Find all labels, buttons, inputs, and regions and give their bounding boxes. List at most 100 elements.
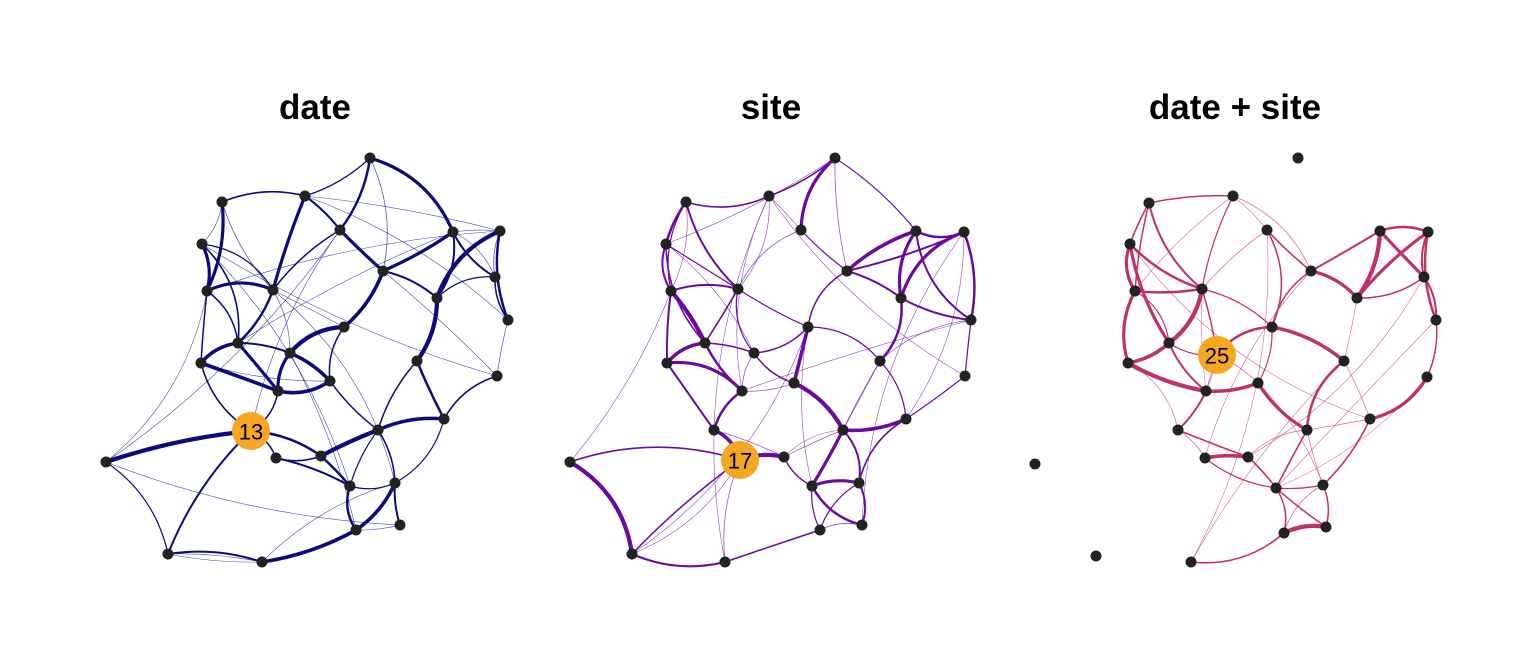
network-edge: [1148, 194, 1234, 204]
network-node: [162, 548, 174, 560]
network-node: [1422, 226, 1434, 238]
network-edge: [842, 417, 907, 433]
network-node: [1242, 451, 1254, 463]
network-node: [806, 480, 818, 492]
network-node: [841, 265, 853, 277]
network-edge: [712, 389, 743, 431]
highlight-node-circle: [232, 412, 270, 450]
network-edge: [277, 379, 332, 395]
network-edge: [964, 319, 972, 377]
network-edge: [221, 201, 274, 291]
network-edge: [1379, 225, 1429, 234]
network-edge: [845, 229, 917, 273]
network-edge: [1266, 229, 1283, 328]
network-edge: [1126, 361, 1207, 394]
network-node: [324, 375, 336, 387]
network-edge: [201, 201, 223, 245]
network-node: [874, 355, 886, 367]
network-edge: [328, 326, 345, 382]
network-node: [708, 424, 720, 436]
network-panel-date-site: date + site 25: [995, 0, 1475, 672]
network-edge: [1322, 418, 1371, 486]
network-edge: [1134, 290, 1170, 344]
panel-title-site: site: [740, 88, 802, 127]
network-node: [736, 385, 748, 397]
network-edge: [962, 231, 976, 321]
network-node: [394, 519, 406, 531]
network-edge: [200, 290, 208, 364]
network-edge: [105, 290, 208, 463]
network-node: [1227, 190, 1239, 202]
network-edge: [329, 380, 379, 431]
network-node: [895, 292, 907, 304]
network-edge: [394, 418, 445, 484]
network-edge: [670, 201, 688, 292]
network-edge: [735, 288, 755, 354]
network-node: [438, 413, 450, 425]
network-node: [1122, 357, 1134, 369]
network-node: [959, 370, 971, 382]
network-edge: [1127, 362, 1179, 431]
network-edge: [393, 482, 401, 526]
network-node: [1196, 283, 1208, 295]
network-node: [1301, 424, 1313, 436]
network-edge: [105, 461, 169, 555]
network-edge: [834, 157, 917, 232]
network-edge: [201, 243, 498, 377]
network-edge: [1271, 325, 1346, 363]
network-node: [284, 347, 296, 359]
network-edge: [905, 375, 966, 420]
isolated-node: [1090, 550, 1102, 562]
network-node: [377, 265, 389, 277]
network-edge: [665, 157, 836, 245]
network-edge: [1167, 288, 1205, 345]
network-edge: [1355, 230, 1429, 300]
network-node: [1374, 225, 1386, 237]
network-node: [748, 347, 760, 359]
network-edge: [452, 231, 496, 278]
network-edge: [569, 446, 741, 463]
network-edge: [1205, 381, 1259, 394]
network-edge: [167, 550, 263, 563]
network-edge: [858, 418, 907, 484]
network-edge: [905, 231, 965, 420]
network-edge: [1201, 229, 1268, 290]
network-edge: [289, 351, 332, 383]
network-node: [564, 456, 576, 468]
network-node: [372, 424, 384, 436]
network-node: [1143, 197, 1155, 209]
network-edge: [342, 270, 385, 329]
panel-title-date-site: date + site: [1148, 88, 1322, 127]
network-edge: [685, 195, 770, 208]
network-edge: [320, 455, 351, 487]
network-edge: [842, 360, 881, 431]
nodes-site: [564, 152, 977, 568]
network-edge: [665, 290, 672, 364]
network-edge: [377, 360, 418, 431]
network-edge: [1275, 484, 1324, 490]
network-edge: [382, 230, 454, 273]
network-edge: [436, 276, 496, 299]
network-edge: [753, 326, 809, 354]
network-node: [494, 225, 506, 237]
network-edge: [724, 529, 821, 563]
network-node: [1351, 292, 1363, 304]
network-edge: [783, 429, 844, 458]
network-node: [802, 321, 814, 333]
network-node: [763, 190, 775, 202]
network-node: [315, 450, 327, 462]
network-node: [447, 226, 459, 238]
network-edge: [1148, 202, 1203, 290]
network-edge: [1275, 319, 1437, 489]
network-edge: [1204, 270, 1312, 459]
network-edge: [304, 195, 341, 231]
highlight-node-label: 17: [728, 449, 752, 474]
network-edge: [1201, 288, 1273, 328]
network-edge: [272, 289, 345, 328]
network-edge: [1305, 360, 1345, 431]
network-edge: [1266, 229, 1312, 272]
network-edge: [741, 352, 755, 392]
network-edge: [1177, 429, 1206, 459]
network-edge: [369, 156, 455, 233]
network-edge: [741, 319, 972, 392]
